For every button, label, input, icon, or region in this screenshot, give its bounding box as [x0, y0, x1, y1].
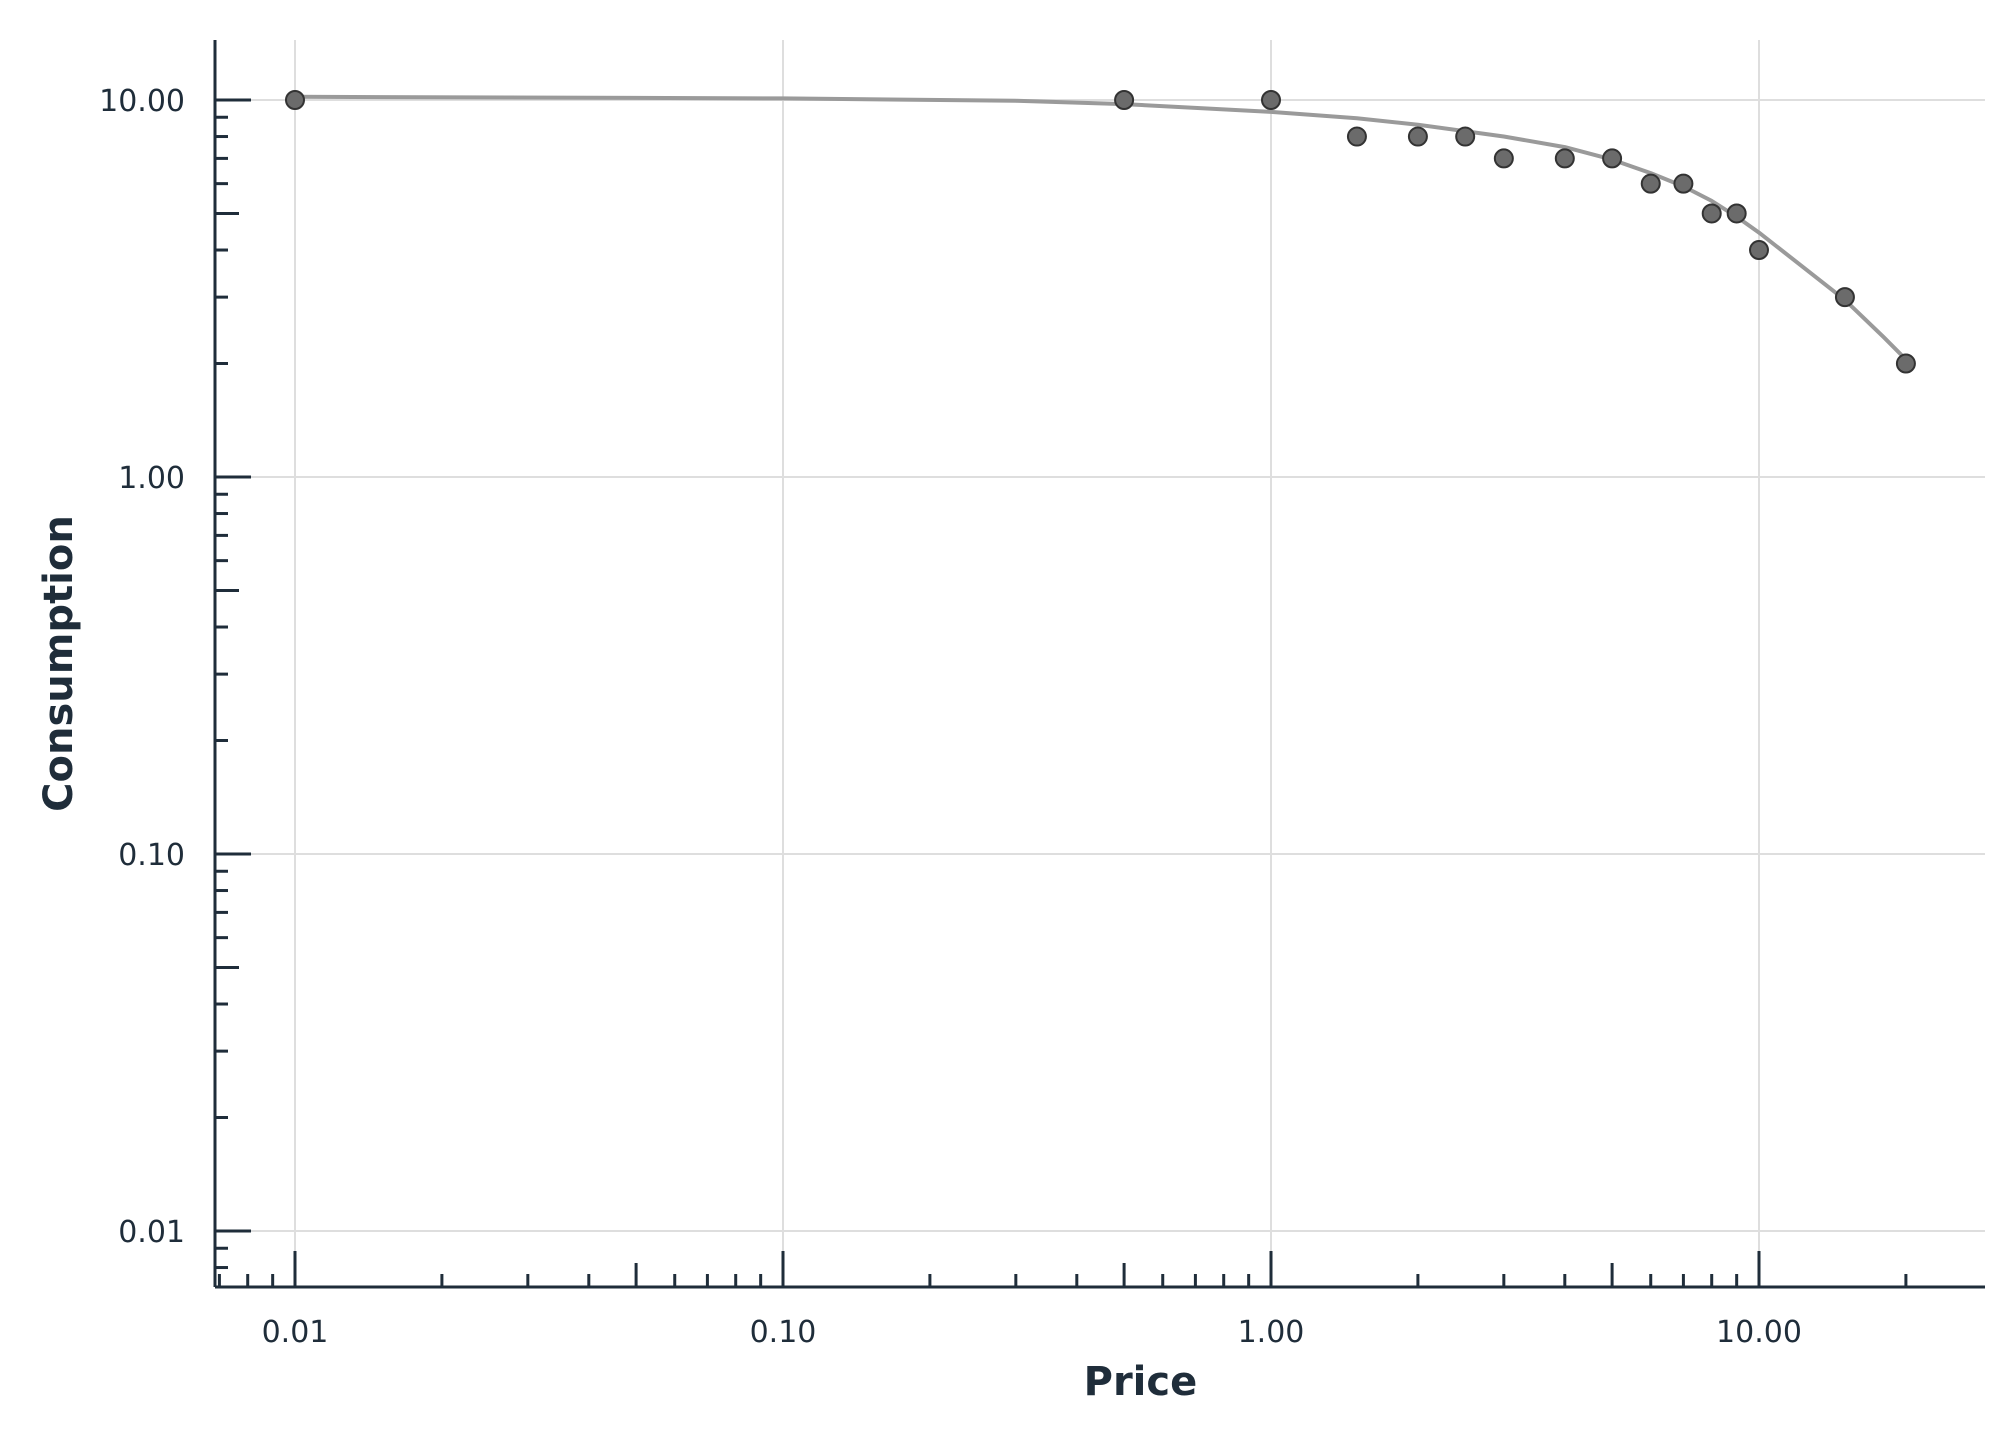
y-tick-label: 1.00 [118, 461, 185, 496]
data-point [285, 90, 305, 110]
tick-labels: 0.01 0.10 1.00 10.00 0.01 0.10 1.00 10.00 [99, 84, 1802, 1350]
data-point [1554, 148, 1575, 169]
x-tick-label: 0.01 [262, 1315, 329, 1350]
data-point [1749, 240, 1769, 261]
y-tick-label: 0.01 [118, 1215, 185, 1250]
data-point [1602, 148, 1623, 169]
data-point [1261, 90, 1281, 110]
data-point [1455, 126, 1476, 147]
data-point [1114, 90, 1135, 110]
data-point [1701, 203, 1722, 224]
data-point [1407, 126, 1428, 147]
x-tick-label: 10.00 [1716, 1315, 1802, 1350]
fit-curve-layer [293, 94, 1908, 362]
y-tick-label: 10.00 [99, 84, 185, 119]
data-point [1726, 203, 1747, 224]
x-tick-label: 0.10 [750, 1315, 817, 1350]
y-tick-label: 0.10 [118, 838, 185, 873]
data-point [1346, 126, 1367, 147]
axes [213, 40, 1985, 1289]
fit-curve [293, 94, 1908, 362]
data-points [285, 90, 1916, 374]
data-point [1640, 173, 1661, 194]
x-tick-label: 1.00 [1238, 1315, 1305, 1350]
data-point [1673, 173, 1694, 194]
data-point [1834, 287, 1855, 308]
data-point [1895, 353, 1916, 374]
grid [215, 40, 1985, 1287]
data-point [1493, 148, 1514, 169]
y-axis-title: Consumption [36, 515, 82, 812]
x-axis-title: Price [1084, 1359, 1198, 1405]
